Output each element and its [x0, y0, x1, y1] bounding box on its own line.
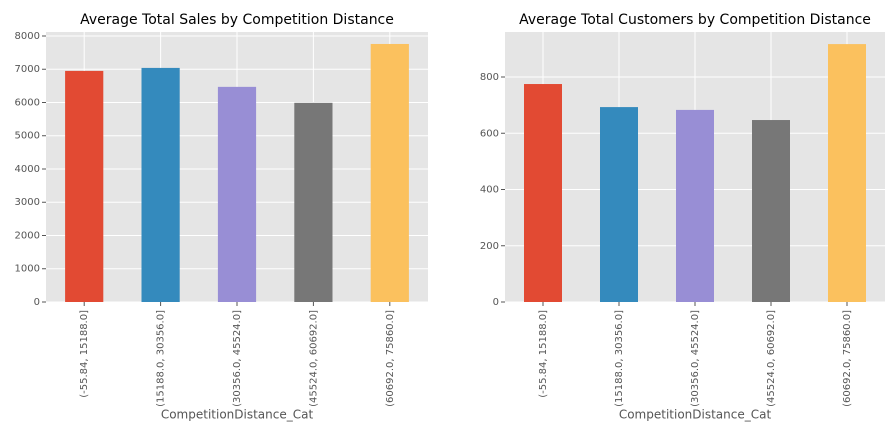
x-tick-label: (15188.0, 30356.0]	[614, 310, 625, 407]
y-tick-label: 400	[480, 185, 499, 196]
x-tick-label: (60692.0, 75860.0]	[842, 310, 853, 407]
bar	[370, 43, 409, 302]
bar	[524, 84, 562, 302]
bar	[294, 102, 333, 302]
y-tick-label: 0	[493, 297, 499, 308]
x-tick-label: (30356.0, 45524.0]	[232, 310, 243, 407]
x-axis-label: CompetitionDistance_Cat	[161, 408, 314, 422]
y-tick-label: 200	[480, 241, 499, 252]
y-tick-label: 6000	[15, 97, 40, 108]
chart-title: Average Total Sales by Competition Dista…	[80, 12, 394, 28]
x-tick-label: (-55.84, 15188.0]	[538, 310, 549, 398]
y-tick-label: 7000	[15, 64, 40, 75]
y-tick-label: 800	[480, 72, 499, 83]
bar	[217, 86, 257, 302]
bar	[828, 44, 866, 302]
y-tick-label: 1000	[15, 264, 40, 275]
y-tick-label: 0	[34, 297, 40, 308]
chart-title: Average Total Customers by Competition D…	[519, 12, 871, 28]
x-tick-label: (30356.0, 45524.0]	[690, 310, 701, 407]
x-tick-label: (45524.0, 60692.0]	[308, 310, 319, 407]
x-axis-label: CompetitionDistance_Cat	[619, 408, 772, 422]
y-tick-label: 5000	[15, 131, 40, 142]
bar	[65, 70, 104, 303]
y-tick-label: 600	[480, 128, 499, 139]
bar	[752, 120, 790, 302]
bar	[141, 67, 180, 302]
y-tick-label: 8000	[15, 31, 40, 42]
x-tick-label: (-55.84, 15188.0]	[79, 310, 90, 398]
y-tick-label: 2000	[15, 230, 40, 241]
x-tick-label: (45524.0, 60692.0]	[766, 310, 777, 407]
y-tick-label: 3000	[15, 197, 40, 208]
bar	[676, 109, 714, 302]
x-tick-label: (15188.0, 30356.0]	[156, 310, 167, 407]
x-tick-label: (60692.0, 75860.0]	[385, 310, 396, 407]
y-tick-label: 4000	[15, 164, 40, 175]
bar	[600, 107, 638, 302]
